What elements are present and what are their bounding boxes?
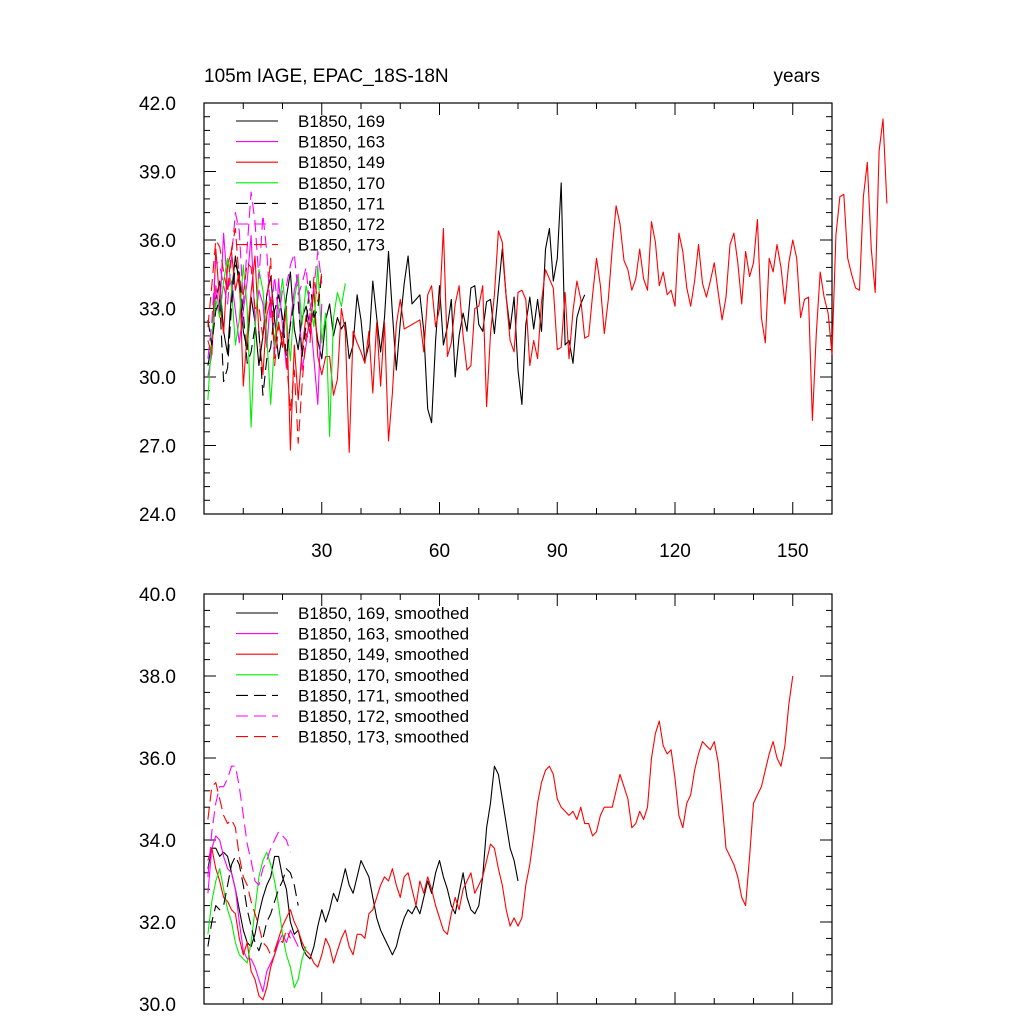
legend-label: B1850, 173: [298, 236, 385, 255]
y-tick-label: 33.0: [139, 300, 176, 321]
legend-label: B1850, 149, smoothed: [298, 645, 469, 664]
legend-label: B1850, 149: [298, 153, 385, 172]
bottom-panel: 30.0 32.0 34.0 36.0 38.0 40.0 B1850, 169, smoo…: [139, 585, 833, 1016]
y-tick-label: 27.0: [139, 437, 176, 458]
legend-label: B1850, 171, smoothed: [298, 686, 469, 705]
legend-label: B1850, 169, smoothed: [298, 604, 469, 623]
top-panel: 30 60 90 120 150 24.0 27.0 30.0 33.0 36.0 39.0 42.0…: [139, 94, 888, 562]
series-line: [207, 257, 346, 437]
series-line: [207, 182, 586, 424]
series-line: [207, 675, 794, 1001]
y-tick-label: 32.0: [139, 913, 176, 934]
x-tick-label: 30: [311, 541, 332, 562]
y-tick-label: 30.0: [139, 995, 176, 1016]
series-line: [207, 851, 307, 989]
legend-label: B1850, 170: [298, 174, 385, 193]
series-line: [207, 765, 291, 886]
legend-label: B1850, 172, smoothed: [298, 707, 469, 726]
x-tick-label: 150: [777, 541, 809, 562]
series-line: [207, 782, 291, 956]
y-tick-label: 42.0: [139, 94, 176, 115]
x-tick-label: 90: [547, 541, 568, 562]
series-line: [207, 855, 299, 952]
chart-title: 105m IAGE, EPAC_18S-18N: [204, 66, 449, 87]
series-line: [207, 765, 519, 960]
legend-label: B1850, 169: [298, 112, 385, 131]
chart-right-label: years: [774, 66, 820, 87]
legend-label: B1850, 163: [298, 133, 385, 152]
y-tick-label: 30.0: [139, 368, 176, 389]
series-line: [207, 228, 323, 444]
series-line: [207, 264, 323, 396]
y-tick-label: 40.0: [139, 585, 176, 606]
y-tick-label: 38.0: [139, 667, 176, 688]
legend-label: B1850, 170, smoothed: [298, 666, 469, 685]
y-tick-label: 24.0: [139, 505, 176, 526]
y-tick-label: 34.0: [139, 831, 176, 852]
x-tick-label: 60: [429, 541, 450, 562]
y-tick-label: 36.0: [139, 231, 176, 252]
legend-label: B1850, 163, smoothed: [298, 625, 469, 644]
y-tick-label: 36.0: [139, 749, 176, 770]
series-line: [207, 118, 888, 453]
x-tick-label: 120: [659, 541, 691, 562]
y-tick-label: 39.0: [139, 163, 176, 184]
legend-label: B1850, 172: [298, 215, 385, 234]
legend-label: B1850, 173, smoothed: [298, 728, 469, 747]
legend-label: B1850, 171: [298, 194, 385, 213]
series-line: [207, 835, 299, 993]
